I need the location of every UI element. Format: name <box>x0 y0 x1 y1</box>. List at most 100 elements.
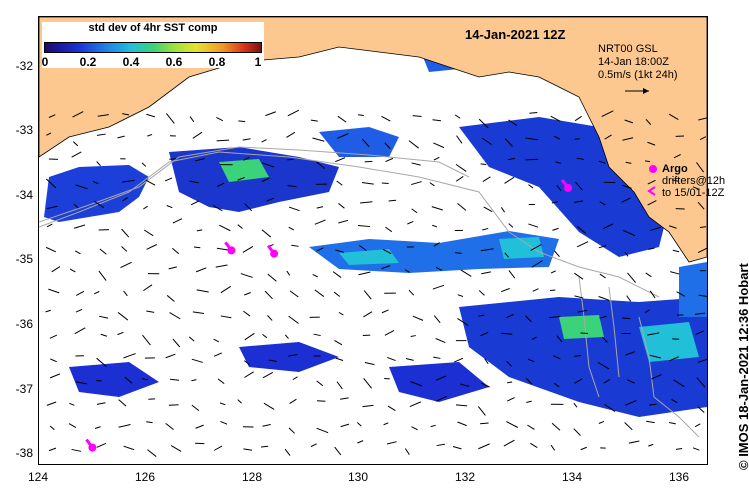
current-vector <box>118 399 127 407</box>
current-vector <box>576 241 589 248</box>
current-vector <box>550 444 556 451</box>
current-vector <box>481 382 490 388</box>
colorbar-legend: std dev of 4hr SST comp 0 0.2 0.4 0.6 0.… <box>42 22 264 69</box>
current-vector <box>335 157 346 163</box>
current-vector <box>267 315 273 321</box>
drifter-track <box>85 438 94 449</box>
current-vector <box>526 400 532 403</box>
current-vector <box>433 315 441 324</box>
current-vector <box>621 197 631 203</box>
current-vector <box>46 223 53 228</box>
current-vector <box>287 109 300 117</box>
current-vector <box>164 177 173 182</box>
current-vector <box>75 308 83 313</box>
current-vector <box>243 156 250 161</box>
current-vector <box>96 161 101 167</box>
argo-legend: Argo drifters@12h to 15/01-12Z <box>662 163 725 199</box>
current-vector <box>647 179 656 185</box>
current-vector <box>288 206 300 212</box>
current-vector <box>457 318 469 326</box>
legend-title: std dev of 4hr SST comp <box>88 22 218 34</box>
x-tick-label: 128 <box>241 470 263 484</box>
current-vector <box>146 421 153 424</box>
current-vector <box>477 406 486 416</box>
drifter-track <box>266 244 276 255</box>
current-vector <box>644 160 651 163</box>
current-vector <box>411 162 421 166</box>
current-vector <box>219 402 226 406</box>
current-vector <box>672 249 680 253</box>
current-vector <box>410 381 422 387</box>
current-vector <box>481 271 491 275</box>
current-vector <box>481 137 492 145</box>
current-vector <box>480 163 487 166</box>
current-vector <box>603 223 614 229</box>
current-vector <box>361 138 370 148</box>
map-frame <box>38 16 708 465</box>
current-vector <box>76 290 85 296</box>
current-vector <box>508 223 514 228</box>
current-vector <box>556 335 563 343</box>
current-vector <box>72 111 84 118</box>
current-vector <box>480 422 489 425</box>
current-vector <box>554 250 560 258</box>
current-vector <box>576 157 585 161</box>
x-tick-label: 130 <box>347 470 369 484</box>
current-vector <box>243 310 251 317</box>
colorbar <box>44 42 262 53</box>
current-vector <box>429 182 435 187</box>
current-vector <box>287 185 297 188</box>
current-vector <box>99 248 107 255</box>
current-vector <box>288 354 298 357</box>
current-vector <box>93 200 105 209</box>
current-vector <box>598 420 605 424</box>
current-vector <box>648 403 657 406</box>
current-vector <box>694 423 701 428</box>
current-vector <box>455 163 467 172</box>
current-vector <box>286 270 291 276</box>
current-vector <box>504 176 515 184</box>
current-vector <box>650 226 662 231</box>
current-vector <box>697 358 707 363</box>
current-vector <box>335 357 344 361</box>
sst-patch-accent-1 <box>339 249 399 265</box>
drifter-period-label: to 15/01-12Z <box>662 187 725 199</box>
current-vector <box>291 244 299 247</box>
current-vector <box>386 441 397 445</box>
current-vector <box>143 229 154 237</box>
current-vector <box>363 378 373 389</box>
sst-patch-accent-4 <box>559 315 604 339</box>
x-tick-label: 134 <box>561 470 583 484</box>
current-vector <box>651 374 662 380</box>
current-vector <box>457 421 467 427</box>
current-vector <box>386 356 396 362</box>
current-vector <box>625 161 632 164</box>
current-vector <box>556 185 562 192</box>
current-vector <box>648 247 655 250</box>
current-vector <box>412 115 422 118</box>
y-tick-label: -37 <box>15 382 33 396</box>
sst-patch-accent-5 <box>639 322 699 362</box>
current-vector <box>483 206 493 213</box>
current-vector <box>48 114 56 118</box>
current-vector <box>696 377 706 388</box>
current-vector <box>46 205 58 210</box>
current-vector <box>213 352 222 357</box>
current-vector <box>244 203 253 212</box>
current-vector <box>385 157 394 162</box>
current-vector <box>45 309 51 313</box>
current-vector <box>212 205 223 212</box>
current-vector <box>460 269 472 277</box>
current-vector <box>455 175 464 182</box>
current-vector <box>362 404 374 408</box>
current-vector <box>165 422 174 430</box>
current-vector <box>264 290 273 300</box>
current-vector <box>574 295 584 299</box>
colorbar-tick: 0.6 <box>165 55 183 69</box>
current-vector <box>604 403 616 412</box>
current-vector <box>695 330 705 335</box>
current-vector <box>123 445 135 451</box>
current-vector <box>552 227 559 231</box>
current-vector <box>527 424 535 430</box>
current-vector <box>73 224 86 229</box>
